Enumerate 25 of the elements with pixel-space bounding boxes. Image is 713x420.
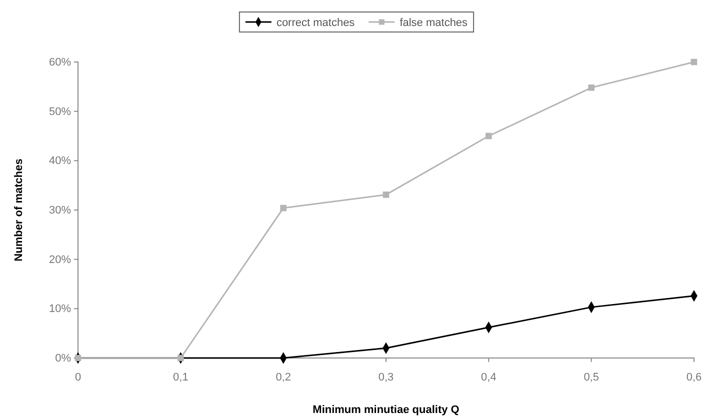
y-tick-label: 0% [55, 352, 72, 365]
y-tick-label: 60% [48, 56, 72, 69]
point [382, 192, 390, 198]
legend-label: correct matches [276, 16, 356, 29]
y-tick-label: 40% [48, 155, 72, 168]
x-tick-label: 0,1 [173, 371, 188, 384]
x-tick-label: 0,6 [686, 371, 702, 384]
point [588, 84, 594, 91]
x-tick-label: 0 [74, 371, 82, 384]
point [690, 58, 698, 66]
y-tick-label: 20% [48, 254, 72, 266]
legend-label: false matches [400, 16, 468, 29]
point [486, 132, 492, 140]
x-tick-label: 0,5 [584, 371, 599, 384]
x-tick-label: 0,4 [481, 371, 496, 384]
y-axis-title: Number of matches [13, 158, 25, 262]
point [280, 204, 286, 212]
y-tick-label: 50% [48, 106, 72, 118]
x-tick-label: 0,3 [378, 371, 394, 384]
point [74, 354, 82, 362]
x-axis-title: Minimum minutiae quality Q [312, 404, 460, 416]
y-tick-label: 10% [48, 303, 72, 316]
x-tick-label: 0,2 [276, 371, 291, 384]
y-tick-label: 30% [48, 204, 72, 217]
point [178, 354, 184, 362]
